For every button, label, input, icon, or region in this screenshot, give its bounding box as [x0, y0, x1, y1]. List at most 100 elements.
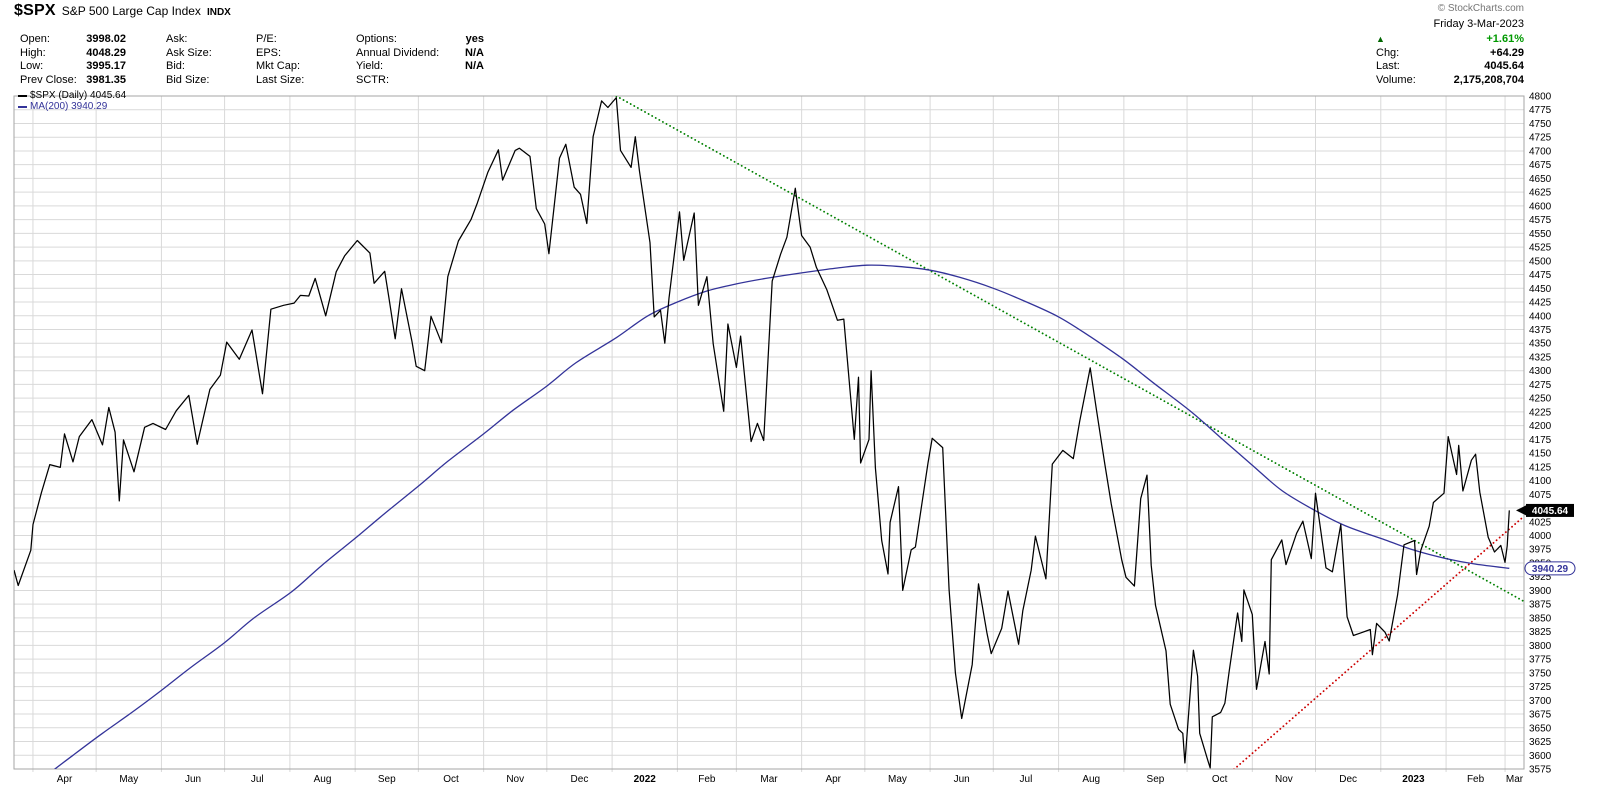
low-value: 3995.17	[86, 60, 126, 72]
y-axis-label: 4650	[1529, 174, 1552, 185]
x-axis-label: Dec	[1339, 774, 1357, 785]
y-axis-label: 3600	[1529, 751, 1552, 762]
y-axis-label: 4000	[1529, 531, 1552, 542]
options-label: Options:	[356, 33, 397, 45]
y-axis-label: 4750	[1529, 119, 1552, 130]
x-axis-label: Oct	[1212, 774, 1228, 785]
x-axis-label: Apr	[57, 774, 73, 785]
bid-size-label: Bid Size:	[166, 73, 210, 86]
chg-label: Chg:	[1376, 46, 1400, 59]
stats-row-percent: ▲ +1.61%	[1376, 33, 1524, 47]
plot-border	[13, 95, 1525, 770]
y-axis-label: 4550	[1529, 229, 1552, 240]
last-size-label: Last Size:	[256, 73, 305, 86]
y-axis-label: 3750	[1529, 668, 1552, 679]
y-axis-label: 4025	[1529, 517, 1552, 528]
prev-close-label: Prev Close:	[20, 73, 77, 86]
y-axis-label: 4475	[1529, 270, 1552, 281]
y-axis-label: 4600	[1529, 201, 1552, 212]
y-axis-label: 3875	[1529, 600, 1552, 611]
legend-item-ma: MA(200) 3940.29	[18, 101, 126, 112]
y-axis-label: 4675	[1529, 160, 1552, 171]
pe-label: P/E:	[256, 33, 277, 45]
chart-legend: $SPX (Daily) 4045.64 MA(200) 3940.29	[18, 90, 126, 112]
x-axis-label: 2023	[1402, 774, 1425, 785]
y-axis-label: 4775	[1529, 105, 1552, 116]
quote-row-prev-close: Prev Close: 3981.35	[20, 74, 126, 88]
x-axis-label: Jul	[1020, 774, 1033, 785]
quote-row-annual-dividend: Annual Dividend: N/A	[356, 47, 484, 61]
quote-row-ask: Ask:	[166, 33, 256, 47]
x-axis-label: Mar	[760, 774, 778, 785]
legend-item-spx: $SPX (Daily) 4045.64	[18, 90, 126, 101]
yield-label: Yield:	[356, 60, 384, 72]
x-axis-label: Jun	[185, 774, 201, 785]
x-axis-label: May	[888, 774, 907, 785]
svg-text:4045.64: 4045.64	[1532, 506, 1569, 517]
quote-col-ohlc: Open: 3998.02 High: 4048.29 Low: 3995.17…	[20, 33, 126, 87]
quote-row-high: High: 4048.29	[20, 47, 126, 61]
sctr-label: SCTR:	[356, 73, 389, 86]
up-triangle-icon: ▲	[1376, 34, 1385, 44]
y-axis-label: 4425	[1529, 298, 1552, 309]
high-label: High:	[20, 46, 46, 59]
y-axis-label: 4375	[1529, 325, 1552, 336]
ma-price-tag: 3940.29	[1524, 561, 1576, 576]
y-axis-label: 4125	[1529, 462, 1552, 473]
x-axis-label: Sep	[378, 774, 396, 785]
ask-size-label: Ask Size:	[166, 46, 212, 59]
downtrend-resistance-line	[615, 96, 1524, 603]
annual-dividend-label: Annual Dividend:	[356, 46, 440, 59]
uptrend-support-line	[1232, 515, 1524, 769]
spx-price-line	[14, 96, 1510, 769]
x-axis-label: Sep	[1147, 774, 1165, 785]
y-axis-label: 4100	[1529, 476, 1552, 487]
options-value: yes	[465, 33, 484, 45]
quote-row-low: Low: 3995.17	[20, 60, 126, 74]
stats-row-chg: Chg: +64.29	[1376, 47, 1524, 61]
yield-value: N/A	[465, 60, 484, 72]
x-axis-label: Oct	[443, 774, 459, 785]
x-axis-label: Nov	[1275, 774, 1293, 785]
y-axis-label: 4150	[1529, 449, 1552, 460]
quote-row-open: Open: 3998.02	[20, 33, 126, 47]
y-axis-label: 4175	[1529, 435, 1552, 446]
y-axis-label: 3625	[1529, 737, 1552, 748]
x-axis-label: May	[119, 774, 138, 785]
y-axis-label: 3675	[1529, 710, 1552, 721]
y-axis-label: 4700	[1529, 146, 1552, 157]
y-axis-label: 4725	[1529, 133, 1552, 144]
x-axis-label: Jul	[251, 774, 264, 785]
open-label: Open:	[20, 33, 50, 45]
x-axis-label: Aug	[314, 774, 332, 785]
svg-text:3940.29: 3940.29	[1532, 564, 1569, 575]
y-axis-label: 3775	[1529, 655, 1552, 666]
quote-col-ask-bid: Ask: Ask Size: Bid: Bid Size:	[166, 33, 256, 87]
chg-value: +64.29	[1490, 46, 1524, 59]
y-axis-label: 4300	[1529, 366, 1552, 377]
y-axis-label: 3800	[1529, 641, 1552, 652]
y-axis-label: 3825	[1529, 627, 1552, 638]
ma-line-swatch	[18, 105, 27, 108]
percent-change: +1.61%	[1486, 33, 1524, 45]
y-axis-label: 4275	[1529, 380, 1552, 391]
x-axis-label: Aug	[1082, 774, 1100, 785]
quote-row-yield: Yield: N/A	[356, 60, 484, 74]
y-axis-label: 4075	[1529, 490, 1552, 501]
ask-label: Ask:	[166, 33, 188, 45]
quote-row-last-size: Last Size:	[256, 74, 356, 88]
x-axis-label: Nov	[506, 774, 524, 785]
y-axis-label: 4525	[1529, 243, 1552, 254]
mkt-cap-label: Mkt Cap:	[256, 60, 301, 72]
y-axis-label: 3975	[1529, 545, 1552, 556]
y-axis-label: 4250	[1529, 394, 1552, 405]
y-axis-label: 3925	[1529, 572, 1552, 583]
y-axis-label: 3700	[1529, 696, 1552, 707]
ma200-line	[53, 264, 1510, 769]
quote-col-options: Options: yes Annual Dividend: N/A Yield:…	[356, 33, 484, 87]
last-value: 4045.64	[1484, 60, 1524, 72]
y-axis-label: 3725	[1529, 682, 1552, 693]
y-axis-label: 4450	[1529, 284, 1552, 295]
y-axis-label: 3575	[1529, 765, 1552, 776]
quote-row-sctr: SCTR:	[356, 74, 484, 88]
